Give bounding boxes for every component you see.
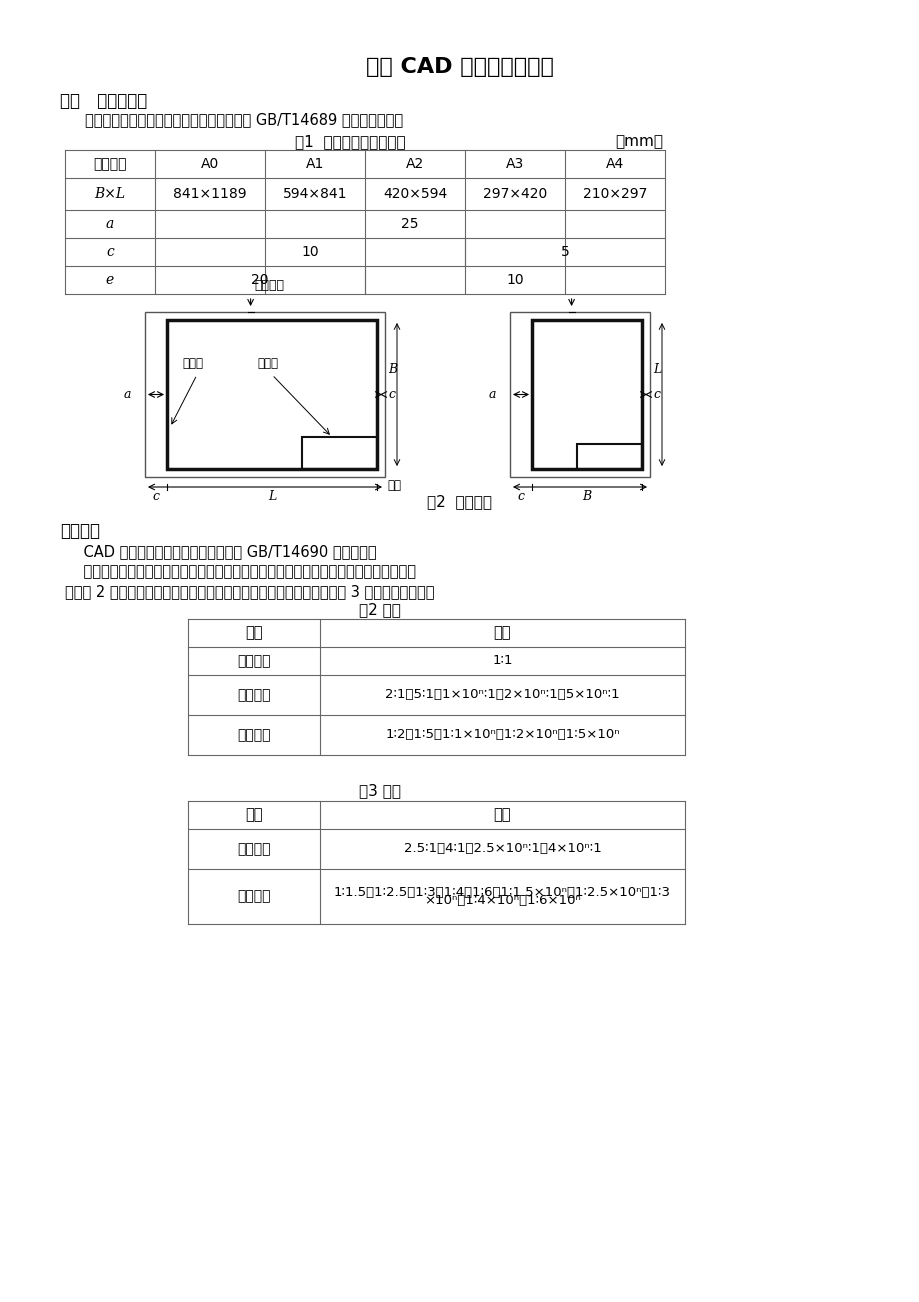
Text: c: c: [106, 245, 114, 259]
Text: B: B: [388, 363, 397, 376]
Text: 原值比例: 原值比例: [237, 654, 270, 668]
Bar: [576, 444, 641, 469]
Bar: [145, 312, 384, 477]
Text: 二、比例: 二、比例: [60, 522, 100, 540]
Text: 比例: 比例: [494, 625, 511, 641]
Text: A0: A0: [200, 158, 219, 171]
Text: 1∶1: 1∶1: [492, 655, 512, 668]
Text: 图2  图框格式: 图2 图框格式: [427, 493, 492, 509]
Text: 2.5∶1，4∶1，2.5×10ⁿ∶1，4×10ⁿ∶1: 2.5∶1，4∶1，2.5×10ⁿ∶1，4×10ⁿ∶1: [403, 842, 601, 855]
Text: 周边: 周边: [387, 479, 401, 492]
Text: 297×420: 297×420: [482, 187, 547, 201]
Text: CAD 工程图中采用的比例大小应按照 GB/T14690 中的规定。: CAD 工程图中采用的比例大小应按照 GB/T14690 中的规定。: [65, 544, 376, 559]
Text: 用计算机绘制工程图样时的比例大小应按照 GB/T14689 中的有关规定。: 用计算机绘制工程图样时的比例大小应按照 GB/T14689 中的有关规定。: [85, 112, 403, 128]
Text: 放大比例: 放大比例: [237, 842, 270, 855]
Text: 绘制 CAD 文件的注意事项: 绘制 CAD 文件的注意事项: [366, 57, 553, 77]
Text: 缩小比例: 缩小比例: [237, 889, 270, 904]
Text: 表2 比例: 表2 比例: [358, 602, 401, 617]
Text: 2∶1，5∶1，1×10ⁿ∶1，2×10ⁿ∶1，5×10ⁿ∶1: 2∶1，5∶1，1×10ⁿ∶1，2×10ⁿ∶1，5×10ⁿ∶1: [385, 689, 619, 702]
Text: 可用表 2 中所规定的第一系列中选取适当的比例，必要时也允许选取表 3 第二系列的比例。: 可用表 2 中所规定的第一系列中选取适当的比例，必要时也允许选取表 3 第二系列…: [65, 585, 434, 599]
Text: 种类: 种类: [245, 625, 263, 641]
Text: 比例: 比例: [494, 807, 511, 823]
Text: A2: A2: [405, 158, 424, 171]
Text: 20: 20: [251, 273, 268, 286]
Text: 210×297: 210×297: [582, 187, 646, 201]
Text: 纸边界线: 纸边界线: [255, 279, 284, 292]
Text: 594×841: 594×841: [282, 187, 346, 201]
Text: 放大比例: 放大比例: [237, 687, 270, 702]
Text: 缩小比例: 缩小比例: [237, 728, 270, 742]
Text: 图框线: 图框线: [182, 357, 203, 370]
Bar: [301, 437, 377, 469]
Text: B×L: B×L: [95, 187, 125, 201]
Text: 1∶2，1∶5，1∶1×10ⁿ，1∶2×10ⁿ，1∶5×10ⁿ: 1∶2，1∶5，1∶1×10ⁿ，1∶2×10ⁿ，1∶5×10ⁿ: [385, 729, 619, 742]
Text: 标题栏: 标题栏: [256, 357, 278, 370]
Text: c: c: [153, 490, 159, 503]
Text: 25: 25: [401, 217, 418, 230]
Text: A4: A4: [606, 158, 623, 171]
Bar: [167, 320, 377, 469]
Text: ×10ⁿ，1∶4×10ⁿ，1∶6×10ⁿ: ×10ⁿ，1∶4×10ⁿ，1∶6×10ⁿ: [424, 894, 580, 907]
Text: 幅面代号: 幅面代号: [93, 158, 127, 171]
Text: 种类: 种类: [245, 807, 263, 823]
Text: 10: 10: [301, 245, 319, 259]
Text: c: c: [652, 388, 659, 401]
Bar: [531, 320, 641, 469]
Text: A1: A1: [305, 158, 323, 171]
Text: 841×1189: 841×1189: [173, 187, 246, 201]
Bar: [509, 312, 650, 477]
Text: c: c: [516, 490, 524, 503]
Text: 10: 10: [505, 273, 523, 286]
Text: a: a: [106, 217, 114, 230]
Text: a: a: [123, 388, 130, 401]
Text: 绘制图样时，应尽可能按机件的实际大小画出，以方便看图，如果机件太大或太小，则: 绘制图样时，应尽可能按机件的实际大小画出，以方便看图，如果机件太大或太小，则: [65, 564, 415, 579]
Text: c: c: [388, 388, 394, 401]
Text: A3: A3: [505, 158, 524, 171]
Text: a: a: [488, 388, 495, 401]
Text: L: L: [267, 490, 276, 503]
Text: B: B: [582, 490, 591, 503]
Text: 5: 5: [560, 245, 569, 259]
Text: 420×594: 420×594: [382, 187, 447, 201]
Text: 表1  图纸幅面代号和尺寸: 表1 图纸幅面代号和尺寸: [295, 134, 405, 148]
Text: （mm）: （mm）: [614, 134, 663, 148]
Text: 一、   图幅与图框: 一、 图幅与图框: [60, 92, 147, 109]
Text: 表3 比例: 表3 比例: [358, 783, 401, 798]
Text: 1∶1.5，1∶2.5，1∶3，1∶4，1∶6，1∶1.5×10ⁿ，1∶2.5×10ⁿ，1∶3: 1∶1.5，1∶2.5，1∶3，1∶4，1∶6，1∶1.5×10ⁿ，1∶2.5×…: [334, 885, 670, 898]
Text: L: L: [652, 363, 661, 376]
Text: e: e: [106, 273, 114, 286]
